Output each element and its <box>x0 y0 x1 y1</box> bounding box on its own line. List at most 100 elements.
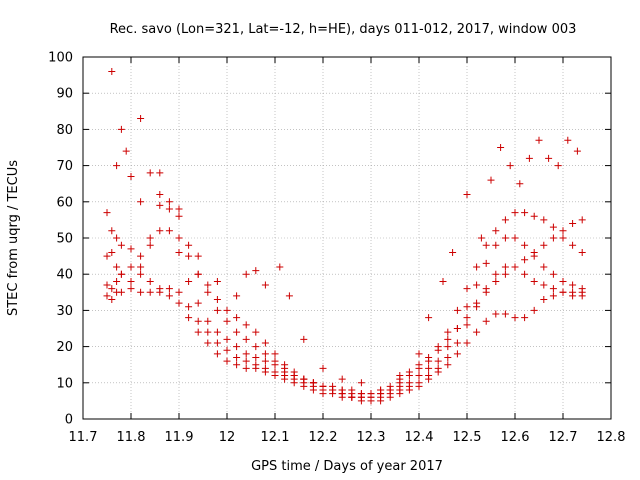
data-point <box>540 241 548 249</box>
data-point <box>569 292 577 300</box>
data-point <box>204 317 212 325</box>
data-point <box>473 263 481 271</box>
data-point <box>113 162 121 170</box>
data-point <box>578 248 586 256</box>
data-point <box>117 288 125 296</box>
data-point <box>482 241 490 249</box>
data-point <box>463 285 471 293</box>
data-point <box>204 328 212 336</box>
x-tick-label: 12.1 <box>261 430 290 445</box>
data-point <box>473 328 481 336</box>
data-point <box>233 314 241 322</box>
data-points <box>103 67 586 405</box>
y-tick-label: 30 <box>56 304 73 319</box>
data-point <box>492 241 500 249</box>
data-point <box>194 270 202 278</box>
data-point <box>506 162 514 170</box>
data-point <box>482 259 490 267</box>
data-point <box>194 317 202 325</box>
data-point <box>108 227 116 235</box>
data-point <box>444 353 452 361</box>
data-point <box>165 227 173 235</box>
data-point <box>425 364 433 372</box>
data-point <box>137 263 145 271</box>
data-point <box>511 234 519 242</box>
data-point <box>204 288 212 296</box>
data-point <box>137 252 145 260</box>
data-point <box>530 212 538 220</box>
data-point <box>271 361 279 369</box>
data-point <box>175 205 183 213</box>
data-point <box>530 252 538 260</box>
data-point <box>501 310 509 318</box>
data-point <box>535 136 543 144</box>
data-point <box>242 335 250 343</box>
data-point <box>319 390 327 398</box>
data-point <box>549 270 557 278</box>
data-point <box>559 288 567 296</box>
data-point <box>473 281 481 289</box>
data-point <box>252 328 260 336</box>
data-point <box>511 209 519 217</box>
data-point <box>127 277 135 285</box>
grid-lines <box>83 57 611 419</box>
y-tick-label: 50 <box>56 232 73 247</box>
y-tick-label: 10 <box>56 376 73 391</box>
data-point <box>261 281 269 289</box>
data-point <box>492 310 500 318</box>
data-point <box>194 328 202 336</box>
data-point <box>559 234 567 242</box>
data-point <box>540 296 548 304</box>
data-point <box>185 314 193 322</box>
data-point <box>194 299 202 307</box>
data-point <box>377 386 385 394</box>
data-point <box>449 248 457 256</box>
data-point <box>290 379 298 387</box>
data-point <box>175 212 183 220</box>
x-tick-label: 12.8 <box>597 430 626 445</box>
data-point <box>501 270 509 278</box>
data-point <box>242 364 250 372</box>
data-point <box>434 343 442 351</box>
data-point <box>338 375 346 383</box>
data-point <box>113 277 121 285</box>
data-point <box>156 191 164 199</box>
data-point <box>463 321 471 329</box>
x-tick-label: 12.2 <box>309 430 338 445</box>
data-point <box>122 147 130 155</box>
data-point <box>137 288 145 296</box>
data-point <box>242 357 250 365</box>
data-point <box>578 292 586 300</box>
data-point <box>453 339 461 347</box>
data-point <box>559 277 567 285</box>
data-point <box>482 317 490 325</box>
data-point <box>233 292 241 300</box>
data-point <box>103 252 111 260</box>
data-point <box>559 227 567 235</box>
data-point <box>242 321 250 329</box>
data-point <box>319 364 327 372</box>
data-point <box>525 154 533 162</box>
y-tick-label: 90 <box>56 87 73 102</box>
data-point <box>554 162 562 170</box>
data-point <box>405 368 413 376</box>
data-point <box>261 339 269 347</box>
data-point <box>223 306 231 314</box>
x-tick-label: 11.9 <box>165 430 194 445</box>
data-point <box>175 234 183 242</box>
data-point <box>271 350 279 358</box>
data-point <box>213 296 221 304</box>
data-point <box>108 285 116 293</box>
data-point <box>252 267 260 275</box>
data-point <box>156 227 164 235</box>
data-point <box>521 256 529 264</box>
data-point <box>261 357 269 365</box>
data-point <box>569 241 577 249</box>
data-point <box>477 234 485 242</box>
data-point <box>146 241 154 249</box>
data-point <box>137 270 145 278</box>
data-point <box>156 288 164 296</box>
data-point <box>444 361 452 369</box>
data-point <box>276 263 284 271</box>
x-tick-label: 12.5 <box>453 430 482 445</box>
